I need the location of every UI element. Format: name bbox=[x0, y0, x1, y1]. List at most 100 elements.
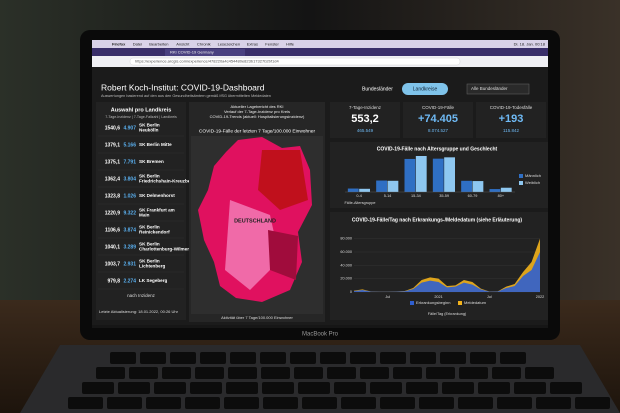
key bbox=[140, 352, 166, 364]
chart-title: COVID-19-Fälle nach Altersgruppe und Ges… bbox=[377, 146, 498, 152]
y-tick-label: 60.000 bbox=[340, 250, 352, 254]
incidence: 979,8 bbox=[107, 278, 120, 284]
menu-item[interactable]: Firefox bbox=[112, 41, 126, 46]
key bbox=[536, 397, 571, 409]
map-region bbox=[225, 200, 280, 290]
x-tick-label: Jul bbox=[487, 295, 492, 299]
tab-button-active[interactable] bbox=[402, 83, 448, 95]
map-note[interactable]: Aktueller Lagebericht des RKI bbox=[231, 104, 284, 109]
y-tick-label: 20.000 bbox=[340, 277, 352, 281]
key bbox=[492, 367, 521, 379]
key bbox=[302, 397, 337, 409]
url-bar[interactable] bbox=[129, 57, 461, 66]
key bbox=[525, 367, 554, 379]
x-tick-label: 0-4 bbox=[356, 194, 362, 198]
key bbox=[478, 382, 510, 394]
x-axis-label: Fälle-Altersgruppe bbox=[344, 201, 375, 205]
menu-item[interactable]: Datei bbox=[133, 41, 142, 46]
district[interactable]: SK Berlin Neukölln bbox=[139, 123, 160, 133]
menu-item[interactable]: Lesezeichen bbox=[218, 41, 240, 46]
cases: 2.931 bbox=[123, 261, 136, 267]
x-tick-label: 2021 bbox=[434, 295, 442, 299]
kpi-sub: 115.842 bbox=[503, 128, 519, 133]
key bbox=[393, 367, 422, 379]
key bbox=[514, 382, 546, 394]
laptop-brand: MacBook Pro bbox=[302, 332, 339, 338]
map-region bbox=[268, 230, 298, 280]
district[interactable]: SK Berlin Reinickendorf bbox=[139, 225, 170, 235]
kpi-sub: 465.549 bbox=[357, 128, 374, 133]
bar bbox=[347, 188, 359, 192]
menu-item[interactable]: Fenster bbox=[265, 41, 279, 46]
district[interactable]: SK Delmenhorst bbox=[139, 193, 175, 198]
url: https://experience.arcgis.com/experience… bbox=[135, 59, 279, 64]
key bbox=[459, 367, 488, 379]
district[interactable]: SK Berlin Charlottenburg-Wilmersdorf bbox=[139, 242, 201, 252]
bar bbox=[387, 180, 399, 192]
key bbox=[162, 367, 191, 379]
menu-item[interactable]: Extras bbox=[247, 41, 258, 46]
incidence: 1040,1 bbox=[105, 244, 121, 250]
kpi-label: 7-Tage-Inzidenz bbox=[349, 105, 382, 110]
district[interactable]: SK Bremen bbox=[139, 159, 164, 164]
district[interactable]: SK Frankfurt am Main bbox=[139, 208, 175, 218]
key bbox=[262, 382, 294, 394]
key bbox=[294, 367, 323, 379]
incidence: 1003,7 bbox=[105, 261, 121, 267]
kpi-box bbox=[403, 102, 473, 138]
key bbox=[360, 367, 389, 379]
kpi-box bbox=[330, 102, 400, 138]
key bbox=[320, 352, 346, 364]
kpi-label: COVID-19-Fälle bbox=[422, 105, 455, 110]
tab-button[interactable]: Landkreise bbox=[413, 86, 438, 92]
key bbox=[380, 352, 406, 364]
key bbox=[380, 397, 415, 409]
incidence: 1323,8 bbox=[105, 193, 121, 199]
map-note[interactable]: COVID-19-Trends (aktuell: Hospitalisieru… bbox=[210, 114, 305, 119]
kpi-box bbox=[476, 102, 546, 138]
bar bbox=[376, 180, 387, 192]
charts: COVID-19-Fälle nach Altersgruppe und Ges… bbox=[330, 142, 548, 320]
incidence: 1375,1 bbox=[105, 159, 121, 165]
key bbox=[410, 352, 436, 364]
district[interactable]: LK Segeberg bbox=[139, 278, 168, 283]
district[interactable]: SK Berlin Mitte bbox=[139, 142, 172, 147]
tab[interactable] bbox=[165, 49, 245, 56]
tab-button[interactable]: Bundesländer bbox=[362, 86, 393, 92]
key bbox=[500, 352, 526, 364]
map-label: DEUTSCHLAND bbox=[234, 218, 276, 224]
cases: 9.322 bbox=[123, 210, 136, 216]
x-tick-label: Jul bbox=[385, 295, 390, 299]
menu-item[interactable]: Ansicht bbox=[176, 41, 190, 46]
key bbox=[200, 352, 226, 364]
list-title: Auswahl pro Landkreis bbox=[111, 107, 172, 113]
select[interactable] bbox=[466, 83, 530, 95]
y-tick-label: 40.000 bbox=[340, 263, 352, 267]
select-label: Alle Bundesländer bbox=[471, 86, 508, 91]
cases: 5.166 bbox=[123, 142, 136, 148]
menu-item[interactable]: Hilfe bbox=[286, 41, 295, 46]
clock: Di. 18. Jan. 00:18 bbox=[514, 41, 546, 46]
map-note[interactable]: Verlauf der 7-Tage-Inzidenz pro Kreis bbox=[224, 109, 290, 114]
key bbox=[263, 397, 298, 409]
bar bbox=[444, 157, 455, 192]
legend-swatch bbox=[519, 174, 523, 178]
key bbox=[129, 367, 158, 379]
legend-label: Weiblich bbox=[525, 180, 540, 185]
key bbox=[298, 382, 330, 394]
legend-swatch bbox=[519, 181, 523, 185]
list-footer[interactable]: nach Inzidenz bbox=[127, 293, 156, 298]
legend-label: Männlich bbox=[525, 173, 541, 178]
district[interactable]: SK Berlin Lichtenberg bbox=[139, 259, 165, 269]
menu-item[interactable]: Chronik bbox=[197, 41, 211, 46]
key bbox=[230, 352, 256, 364]
district[interactable]: SK Berlin Friedrichshain-Kreuzberg bbox=[139, 174, 195, 184]
menu-item[interactable]: Bearbeiten bbox=[149, 41, 168, 46]
key bbox=[419, 397, 454, 409]
bar bbox=[432, 158, 444, 192]
key bbox=[260, 352, 286, 364]
key bbox=[228, 367, 257, 379]
legend-swatch bbox=[410, 301, 414, 305]
key bbox=[442, 382, 474, 394]
